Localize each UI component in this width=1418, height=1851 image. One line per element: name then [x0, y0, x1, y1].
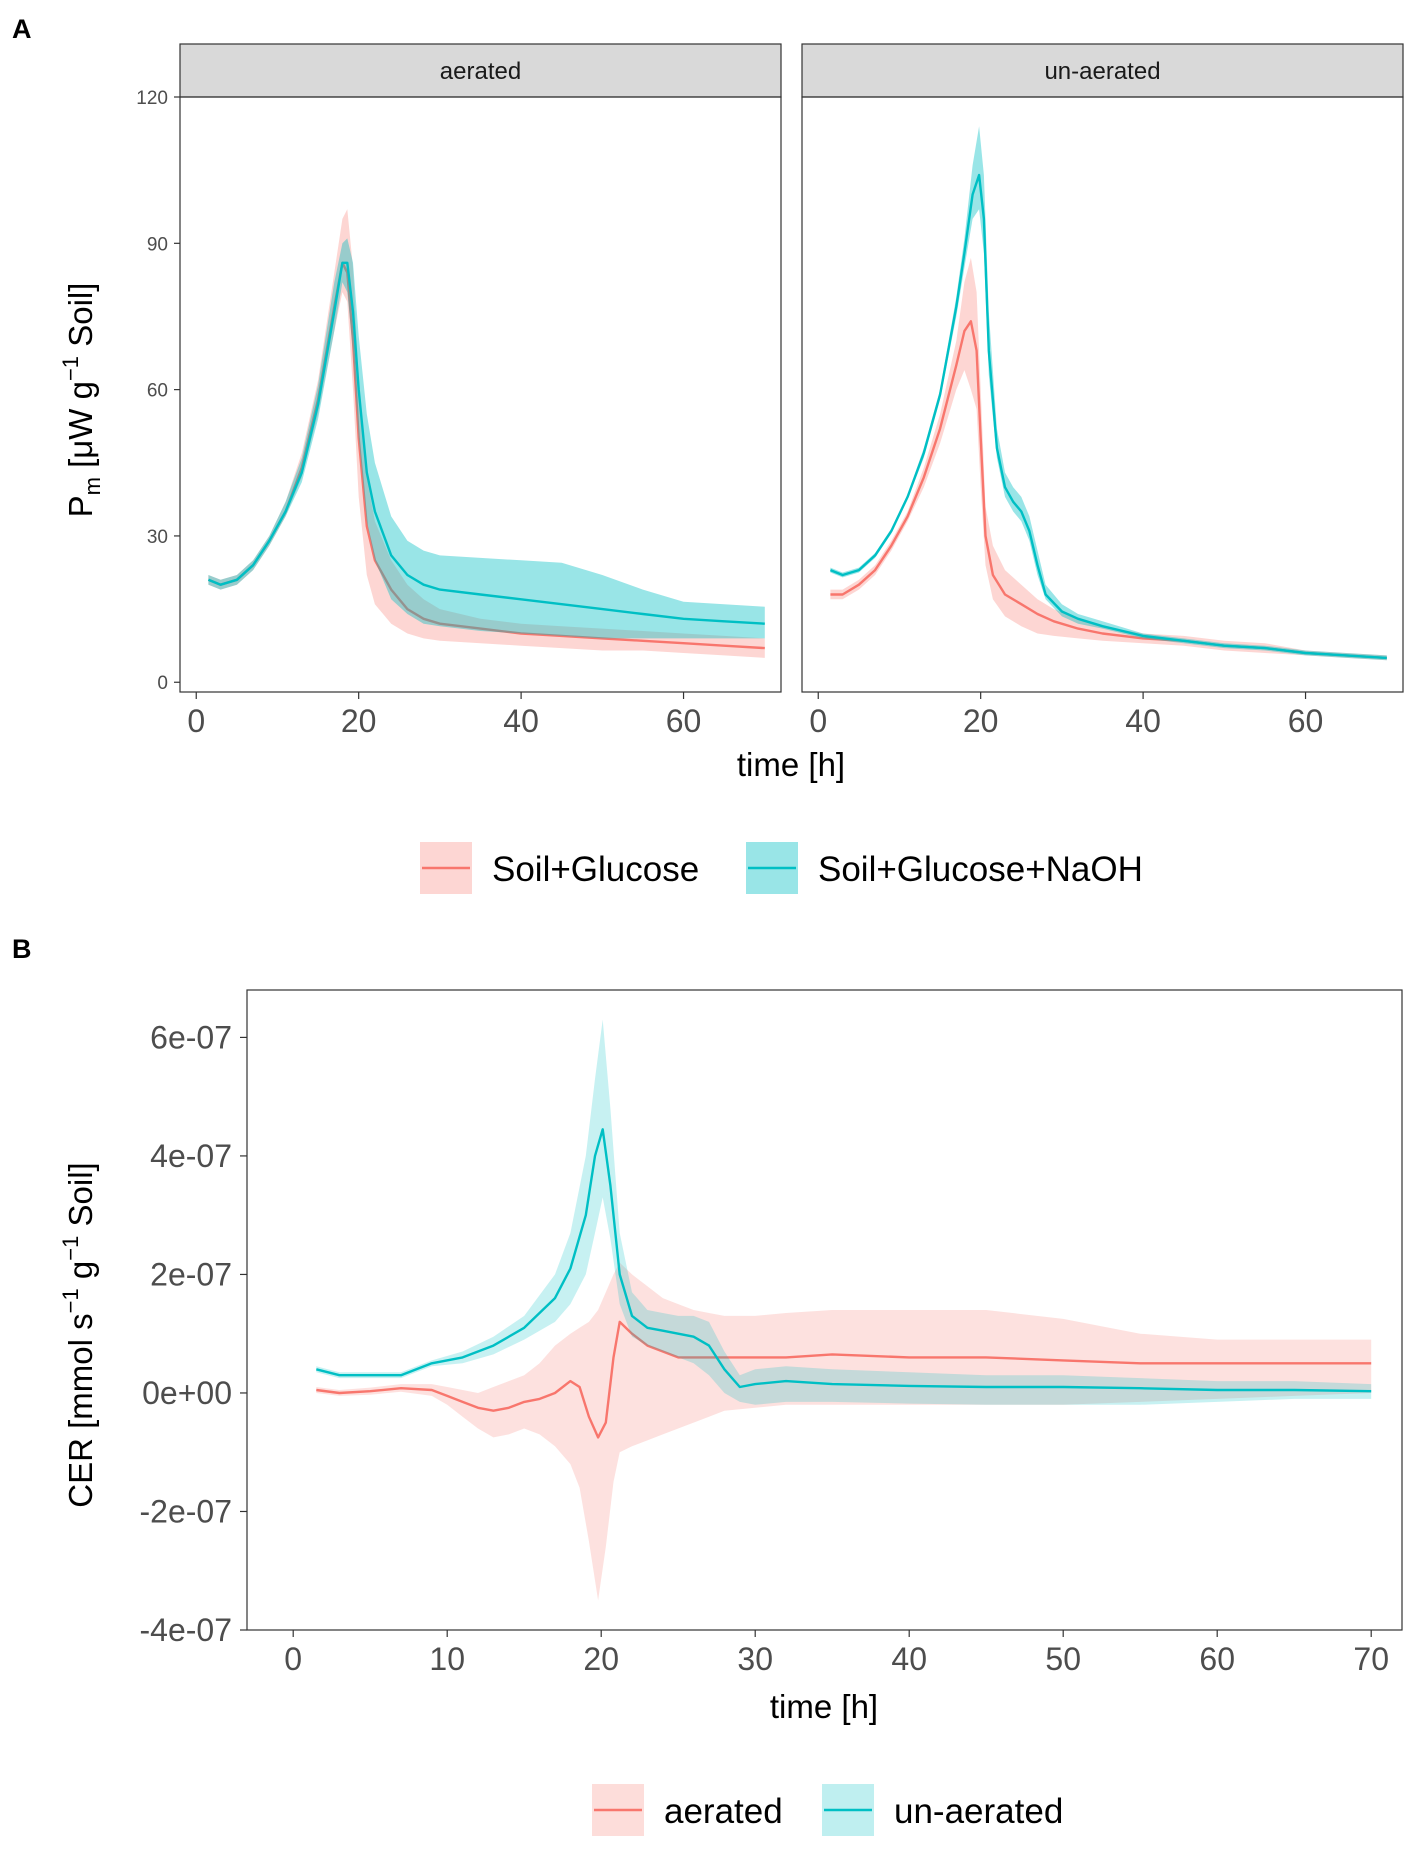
- x-tick-label: 40: [891, 1641, 927, 1677]
- y-tick-label: 120: [136, 88, 168, 109]
- legend-label-soil-glucose-naoh: Soil+Glucose+NaOH: [818, 850, 1143, 889]
- facet-border-un-aerated: [801, 96, 1404, 693]
- legend-a: Soil+Glucose Soil+Glucose+NaOH: [420, 842, 1143, 894]
- legend-b-entry-un-aerated: un-aerated: [822, 1784, 1063, 1836]
- legend-label-soil-glucose: Soil+Glucose: [492, 850, 699, 889]
- plot-panel-b: [316, 1019, 1372, 1601]
- x-tick-label: 0: [284, 1641, 302, 1677]
- y-axis-title-a: Pm [μW g−1 Soil]: [58, 283, 105, 518]
- y-tick-label: 90: [147, 234, 168, 255]
- b-points-aerated: [316, 1321, 1372, 1438]
- y-tick-label: 2e-07: [150, 1256, 232, 1292]
- x-tick-label: 60: [666, 703, 702, 739]
- y-tick-label: 4e-07: [150, 1138, 232, 1174]
- facet-strip-un-aerated: [801, 43, 1404, 98]
- x-tick-label: 40: [503, 703, 539, 739]
- legend-label-un-aerated: un-aerated: [894, 1792, 1063, 1831]
- y-tick-label: 0: [157, 673, 168, 694]
- x-axis-b: 0 10 20 30 40 50 60 70: [284, 1630, 1389, 1677]
- a-aerated-ribbon-soil-glucose-naoh: [208, 238, 765, 639]
- panel-b-label: B: [12, 934, 32, 964]
- facet-label-un-aerated: un-aerated: [1044, 58, 1160, 85]
- legend-b: aerated un-aerated: [592, 1784, 1063, 1836]
- b-ribbon-aerated: [316, 1262, 1372, 1601]
- x-tick-label: 60: [1199, 1641, 1235, 1677]
- y-tick-label: 0e+00: [142, 1375, 232, 1411]
- x-tick-label: 20: [963, 703, 999, 739]
- x-tick-label: 50: [1045, 1641, 1081, 1677]
- y-axis-title-b: CER [mmol s−1 g−1 Soil]: [58, 1162, 99, 1507]
- x-tick-label: 60: [1288, 703, 1324, 739]
- y-tick-label: 6e-07: [150, 1019, 232, 1055]
- y-axis-b: -4e-07 -2e-07 0e+00 2e-07 4e-07 6e-07: [140, 1019, 247, 1648]
- legend-a-entry-soil-glucose-naoh: Soil+Glucose+NaOH: [746, 842, 1143, 894]
- y-tick-label: -2e-07: [140, 1493, 233, 1529]
- x-axis-a: 0 20 40 60 0 20 40 60: [187, 692, 1323, 739]
- y-tick-label: -4e-07: [140, 1612, 233, 1648]
- facet-border-aerated: [179, 96, 782, 693]
- facet-strip-aerated: [179, 43, 782, 98]
- a-un-aerated-ribbon-soil-glucose: [830, 257, 1387, 661]
- y-tick-label: 30: [147, 527, 168, 548]
- a-un-aerated-points-soil-glucose: [830, 321, 1387, 658]
- legend-b-entry-aerated: aerated: [592, 1784, 783, 1836]
- a-un-aerated-line-soil-glucose: [830, 320, 1387, 660]
- y-axis-a: 0 30 60 90 120: [136, 88, 180, 694]
- facet-panel-un-aerated: [829, 126, 1387, 661]
- plot-border-b: [246, 989, 1403, 1631]
- x-tick-label: 0: [809, 703, 827, 739]
- y-tick-label: 60: [147, 381, 168, 402]
- x-axis-title-b: time [h]: [770, 1688, 878, 1725]
- x-tick-label: 20: [341, 703, 377, 739]
- b-points-un-aerated: [316, 1129, 1372, 1392]
- facet-label-aerated: aerated: [440, 58, 521, 85]
- x-tick-label: 0: [187, 703, 205, 739]
- x-tick-label: 10: [429, 1641, 465, 1677]
- x-tick-label: 30: [737, 1641, 773, 1677]
- x-tick-label: 40: [1125, 703, 1161, 739]
- a-un-aerated-points-soil-glucose-naoh: [830, 174, 1387, 658]
- facet-panel-aerated: [207, 209, 765, 658]
- legend-a-entry-soil-glucose: Soil+Glucose: [420, 842, 699, 894]
- a-un-aerated-line-soil-glucose-naoh: [829, 173, 1387, 660]
- a-aerated-points-soil-glucose-naoh: [208, 262, 765, 624]
- x-tick-label: 20: [583, 1641, 619, 1677]
- x-axis-title-a: time [h]: [737, 746, 845, 783]
- panel-a-label: A: [12, 14, 32, 44]
- x-tick-label: 70: [1353, 1641, 1389, 1677]
- a-un-aerated-ribbon-soil-glucose-naoh: [830, 126, 1387, 661]
- legend-label-aerated: aerated: [664, 1792, 783, 1831]
